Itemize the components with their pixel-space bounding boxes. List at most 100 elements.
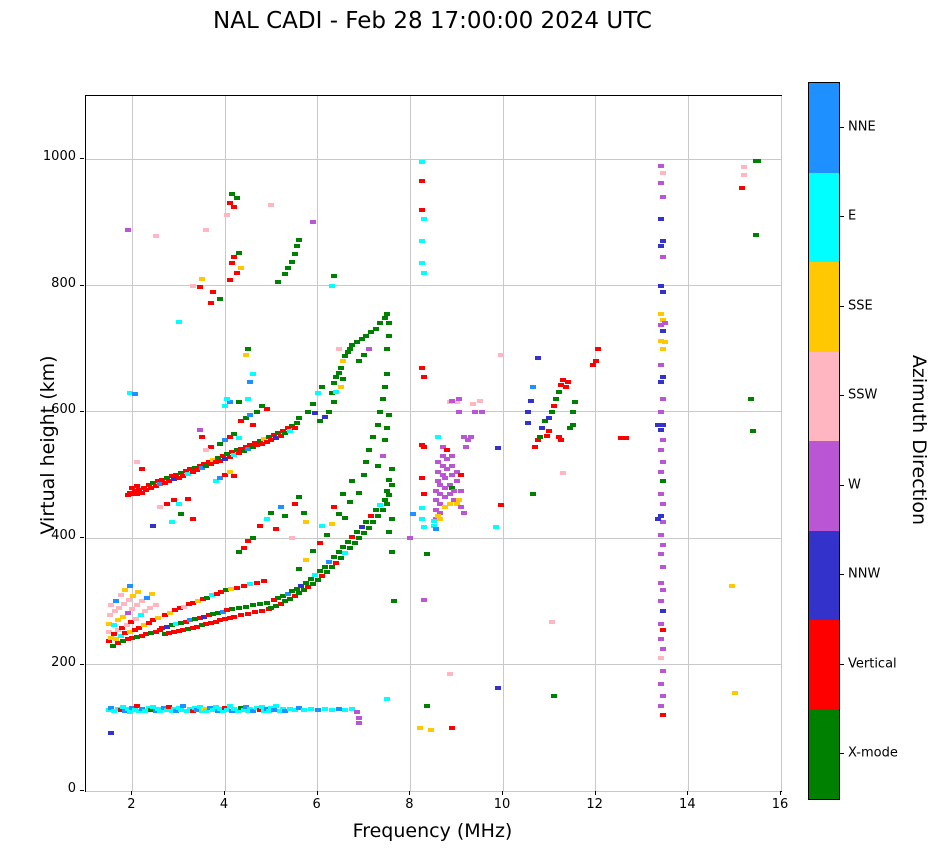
data-point [196, 427, 203, 432]
data-point [238, 613, 245, 618]
data-point [111, 608, 118, 613]
data-point [175, 629, 182, 634]
data-point [208, 620, 215, 625]
data-point [128, 619, 135, 624]
data-point [340, 545, 347, 550]
data-point [227, 586, 234, 591]
data-point [421, 444, 428, 449]
data-point [210, 457, 217, 462]
data-point [263, 517, 270, 522]
data-point [495, 686, 502, 690]
data-point [114, 706, 121, 711]
data-point [446, 501, 453, 506]
data-point [453, 479, 460, 484]
colorbar-label: X-mode [848, 745, 898, 761]
x-tick-mark [502, 791, 503, 795]
data-point [219, 609, 226, 614]
data-point [157, 709, 164, 714]
y-tick-mark [80, 663, 84, 665]
data-point [249, 536, 256, 541]
data-point [347, 499, 354, 504]
data-point [386, 321, 393, 326]
data-point [303, 580, 310, 585]
data-point [253, 706, 260, 711]
data-point [418, 261, 425, 266]
data-point [233, 270, 240, 275]
data-point [747, 397, 754, 402]
data-point [147, 485, 154, 490]
data-point [129, 485, 136, 490]
data-point [449, 473, 456, 478]
data-point [245, 539, 252, 544]
data-point [330, 400, 337, 405]
data-point [439, 463, 446, 468]
data-point [662, 340, 669, 345]
data-point [388, 550, 395, 555]
data-point [328, 521, 335, 526]
data-point [442, 485, 449, 490]
data-point [555, 389, 562, 394]
data-point [152, 602, 159, 607]
data-point [116, 605, 123, 610]
data-point [185, 601, 192, 606]
data-point [247, 442, 254, 447]
data-point [108, 602, 115, 607]
data-point [108, 730, 115, 735]
data-point [107, 613, 114, 618]
colorbar-label: E [848, 208, 857, 224]
y-tick-mark [80, 284, 84, 286]
data-point [305, 584, 312, 589]
colorbar [808, 82, 840, 800]
data-point [284, 265, 291, 270]
data-point [212, 479, 219, 484]
data-point [564, 379, 571, 384]
data-point [228, 607, 235, 612]
data-point [296, 566, 303, 571]
data-point [275, 431, 282, 436]
data-point [657, 599, 664, 604]
data-point [555, 435, 562, 440]
data-point [740, 164, 747, 169]
data-point [428, 727, 435, 732]
data-point [530, 384, 537, 389]
data-point [497, 353, 504, 358]
y-axis-label: Virtual height (km) [37, 355, 59, 535]
data-point [164, 501, 171, 506]
data-point [437, 492, 444, 497]
data-point [381, 498, 388, 503]
data-point [117, 593, 124, 598]
data-point [238, 446, 245, 451]
data-point [303, 520, 310, 525]
data-point [659, 668, 666, 673]
data-point [176, 605, 183, 610]
data-point [435, 460, 442, 465]
data-point [191, 617, 198, 622]
data-point [252, 610, 259, 615]
data-point [203, 709, 210, 714]
data-point [161, 613, 168, 618]
data-point [142, 608, 149, 613]
data-point [235, 450, 242, 455]
data-point [242, 353, 249, 358]
data-point [337, 384, 344, 389]
data-point [127, 710, 134, 715]
data-point [217, 618, 224, 623]
data-point [106, 708, 113, 713]
data-point [150, 480, 157, 485]
colorbar-tick [840, 753, 844, 755]
data-point [333, 389, 340, 394]
data-point [416, 725, 423, 730]
data-point [365, 346, 372, 351]
data-point [160, 706, 167, 711]
data-point [212, 619, 219, 624]
data-point [279, 428, 286, 433]
colorbar-axis-label: Azimuth Direction [908, 354, 930, 526]
data-point [444, 447, 451, 452]
gridline-vertical [224, 96, 226, 791]
x-tick-label: 6 [312, 797, 321, 812]
data-point [476, 398, 483, 403]
data-point [249, 422, 256, 427]
data-point [333, 560, 340, 565]
data-point [423, 703, 430, 708]
